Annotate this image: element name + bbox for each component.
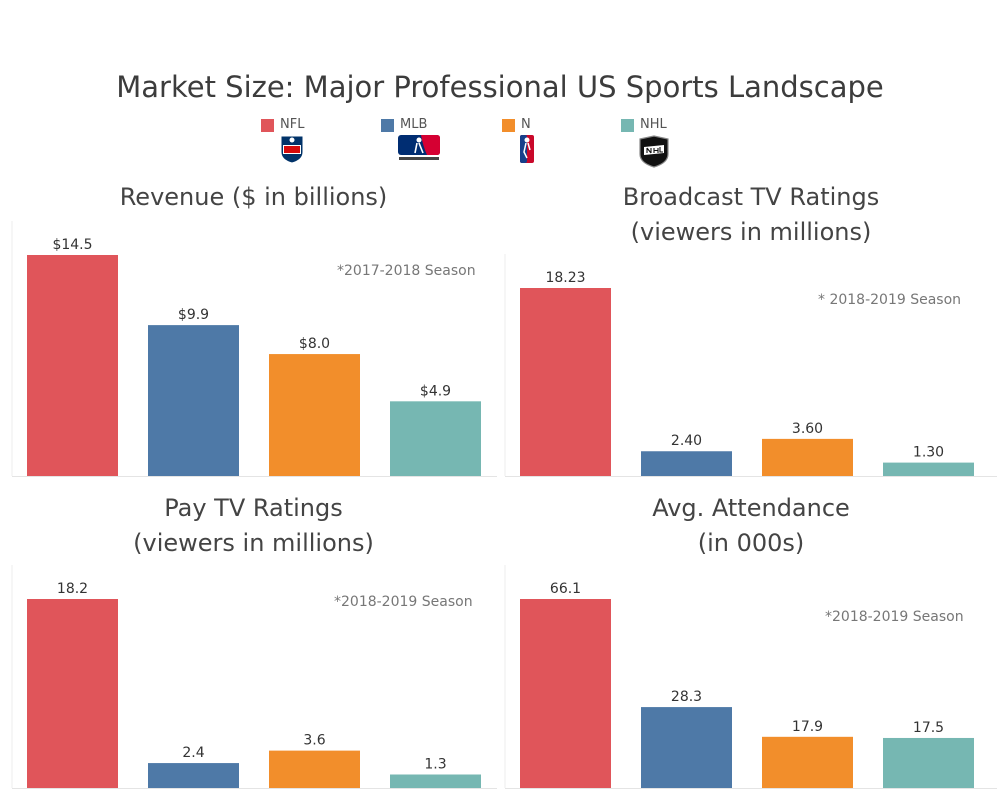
bar-nhl[interactable] <box>883 462 974 476</box>
legend-label-nba: N <box>521 117 531 132</box>
bar-nba[interactable] <box>762 736 853 788</box>
bar-mlb[interactable] <box>641 451 732 476</box>
data-label-mlb: $9.9 <box>178 307 209 323</box>
mlb-logo-icon <box>398 135 440 160</box>
legend-label-mlb: MLB <box>400 117 428 132</box>
data-label-nfl: $14.5 <box>52 237 92 253</box>
nfl-logo-icon <box>280 135 304 164</box>
legend-label-nfl: NFL <box>280 117 305 132</box>
chart-note-broadcast-tv: * 2018-2019 Season <box>818 292 962 308</box>
chart-title-line: Revenue ($ in billions) <box>119 183 388 211</box>
legend-swatch-nhl <box>621 119 634 132</box>
bar-nfl[interactable] <box>520 288 611 476</box>
chart-title-line: (viewers in millions) <box>630 218 872 246</box>
chart-title-attendance: Avg. Attendance (in 000s) <box>505 491 997 561</box>
nhl-logo-icon <box>639 135 669 168</box>
bar-nba[interactable] <box>269 354 360 476</box>
data-label-mlb: 2.40 <box>671 433 702 449</box>
chart-note-pay-tv: *2018-2019 Season <box>334 594 473 610</box>
bar-mlb[interactable] <box>641 707 732 788</box>
bar-nfl[interactable] <box>27 255 118 476</box>
bar-mlb[interactable] <box>148 325 239 476</box>
chart-title-pay-tv: Pay TV Ratings (viewers in millions) <box>10 491 497 561</box>
attendance-bar-chart: 66.1 28.3 17.9 17.5 <box>504 565 997 789</box>
pay-tv-bar-chart: 18.2 2.4 3.6 1.3 <box>11 565 497 789</box>
data-label-mlb: 28.3 <box>671 689 702 705</box>
nba-logo-icon <box>520 135 534 163</box>
broadcast-tv-bar-chart: 18.23 2.40 3.60 1.30 <box>504 254 997 477</box>
data-label-nfl: 18.23 <box>545 270 585 286</box>
chart-note-revenue: *2017-2018 Season <box>337 263 476 279</box>
data-label-nba: 17.9 <box>792 719 823 735</box>
chart-title-line: (viewers in millions) <box>133 529 374 557</box>
chart-title-revenue: Revenue ($ in billions) <box>10 180 497 215</box>
data-label-nba: 3.60 <box>792 421 823 437</box>
chart-title-line: Pay TV Ratings <box>164 494 343 522</box>
bar-nhl[interactable] <box>390 401 481 476</box>
bar-nhl[interactable] <box>390 774 481 789</box>
bar-nba[interactable] <box>762 438 853 476</box>
chart-title-line: Avg. Attendance <box>652 494 850 522</box>
bar-mlb[interactable] <box>148 763 239 788</box>
data-label-mlb: 2.4 <box>182 745 204 761</box>
data-label-nfl: 18.2 <box>57 581 88 597</box>
data-label-nhl: 1.3 <box>424 757 446 773</box>
data-label-nhl: $4.9 <box>420 383 451 399</box>
revenue-bar-chart: $14.5 $9.9 $8.0 $4.9 <box>11 221 497 477</box>
bar-nba[interactable] <box>269 750 360 788</box>
chart-title-line: (in 000s) <box>697 529 805 557</box>
data-label-nba: $8.0 <box>299 336 330 352</box>
data-label-nhl: 17.5 <box>913 720 944 736</box>
chart-title-line: Broadcast TV Ratings <box>622 183 880 211</box>
chart-title-broadcast-tv: Broadcast TV Ratings (viewers in million… <box>505 180 997 250</box>
data-label-nba: 3.6 <box>303 733 325 749</box>
main-title: Market Size: Major Professional US Sport… <box>116 70 884 104</box>
bar-nhl[interactable] <box>883 737 974 788</box>
legend-swatch-nba <box>502 119 515 132</box>
data-label-nfl: 66.1 <box>550 581 581 597</box>
legend-label-nhl: NHL <box>640 117 667 132</box>
legend-swatch-nfl <box>261 119 274 132</box>
chart-note-attendance: *2018-2019 Season <box>825 609 964 625</box>
bar-nfl[interactable] <box>27 599 118 788</box>
bar-nfl[interactable] <box>520 599 611 788</box>
data-label-nhl: 1.30 <box>913 445 944 461</box>
legend-swatch-mlb <box>381 119 394 132</box>
